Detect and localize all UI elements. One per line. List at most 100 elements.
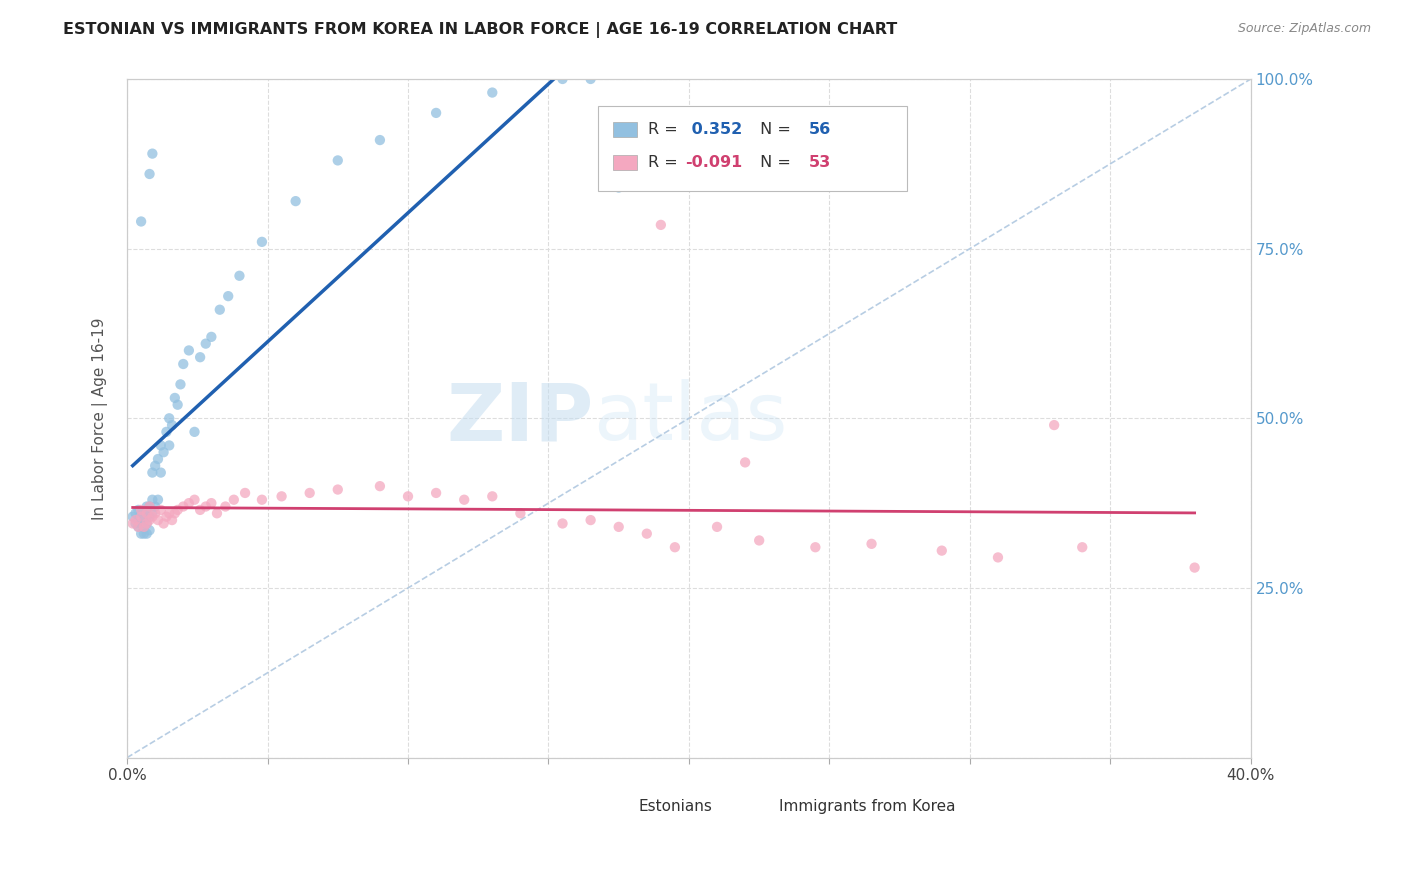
- Point: [129, 506, 152, 520]
- Point: [146, 452, 169, 467]
- Point: [636, 526, 658, 541]
- Point: [132, 506, 155, 520]
- Point: [157, 411, 180, 425]
- Point: [138, 523, 160, 537]
- Point: [200, 496, 222, 510]
- Point: [132, 520, 155, 534]
- Point: [425, 106, 447, 120]
- Point: [129, 526, 152, 541]
- Point: [129, 509, 152, 524]
- FancyBboxPatch shape: [613, 155, 637, 169]
- Point: [163, 391, 186, 405]
- Point: [425, 486, 447, 500]
- Point: [169, 377, 191, 392]
- Point: [152, 445, 174, 459]
- Point: [194, 500, 217, 514]
- Point: [143, 458, 166, 473]
- Point: [160, 418, 183, 433]
- Point: [551, 516, 574, 531]
- FancyBboxPatch shape: [613, 122, 637, 137]
- Point: [138, 509, 160, 524]
- Text: R =: R =: [648, 122, 683, 137]
- Point: [217, 289, 239, 303]
- Point: [453, 492, 475, 507]
- Point: [1071, 540, 1094, 554]
- Point: [146, 492, 169, 507]
- Point: [228, 268, 250, 283]
- Point: [127, 520, 149, 534]
- Point: [166, 503, 188, 517]
- Y-axis label: In Labor Force | Age 16-19: In Labor Force | Age 16-19: [93, 317, 108, 519]
- Point: [141, 492, 163, 507]
- Text: -0.091: -0.091: [686, 155, 742, 170]
- Point: [208, 302, 231, 317]
- Point: [931, 543, 953, 558]
- Point: [143, 506, 166, 520]
- Point: [214, 500, 236, 514]
- Text: ESTONIAN VS IMMIGRANTS FROM KOREA IN LABOR FORCE | AGE 16-19 CORRELATION CHART: ESTONIAN VS IMMIGRANTS FROM KOREA IN LAB…: [63, 22, 897, 38]
- FancyBboxPatch shape: [610, 800, 633, 814]
- Point: [298, 486, 321, 500]
- Point: [132, 520, 155, 534]
- Point: [127, 520, 149, 534]
- Point: [481, 489, 503, 503]
- Point: [149, 466, 172, 480]
- Point: [132, 513, 155, 527]
- Text: R =: R =: [648, 155, 683, 170]
- Point: [157, 506, 180, 520]
- FancyBboxPatch shape: [751, 800, 773, 814]
- Text: atlas: atlas: [593, 379, 787, 458]
- Point: [163, 506, 186, 520]
- Point: [368, 479, 391, 493]
- Point: [607, 180, 630, 194]
- Point: [188, 503, 211, 517]
- Point: [129, 503, 152, 517]
- Point: [135, 526, 157, 541]
- Point: [607, 520, 630, 534]
- Point: [177, 343, 200, 358]
- Point: [183, 492, 205, 507]
- Point: [200, 330, 222, 344]
- Point: [141, 509, 163, 524]
- Point: [804, 540, 827, 554]
- Point: [987, 550, 1010, 565]
- Point: [135, 506, 157, 520]
- Text: ZIP: ZIP: [446, 379, 593, 458]
- Point: [160, 513, 183, 527]
- Point: [157, 438, 180, 452]
- Point: [138, 513, 160, 527]
- Point: [706, 520, 728, 534]
- Point: [155, 425, 177, 439]
- Point: [135, 500, 157, 514]
- Point: [143, 500, 166, 514]
- Point: [121, 516, 143, 531]
- Text: Immigrants from Korea: Immigrants from Korea: [779, 799, 955, 814]
- Point: [124, 516, 146, 531]
- Point: [593, 140, 616, 154]
- Point: [579, 513, 602, 527]
- Point: [172, 357, 194, 371]
- Point: [155, 509, 177, 524]
- Point: [141, 466, 163, 480]
- Point: [141, 506, 163, 520]
- Point: [149, 438, 172, 452]
- Point: [326, 153, 349, 168]
- Point: [177, 496, 200, 510]
- Point: [368, 133, 391, 147]
- Point: [152, 516, 174, 531]
- Point: [188, 350, 211, 364]
- Text: 56: 56: [810, 122, 831, 137]
- Point: [138, 500, 160, 514]
- Point: [650, 218, 672, 232]
- Text: 0.352: 0.352: [686, 122, 742, 137]
- Point: [121, 509, 143, 524]
- Text: 53: 53: [810, 155, 831, 170]
- Point: [205, 506, 228, 520]
- Point: [149, 503, 172, 517]
- Point: [250, 492, 273, 507]
- Point: [250, 235, 273, 249]
- Point: [141, 146, 163, 161]
- Point: [233, 486, 256, 500]
- Point: [860, 537, 883, 551]
- Point: [127, 503, 149, 517]
